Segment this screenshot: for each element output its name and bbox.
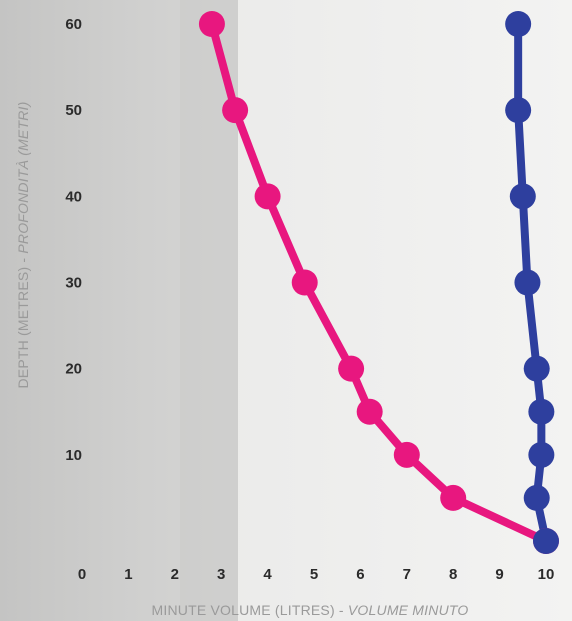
y-tick-label: 10 [65, 447, 82, 464]
x-tick-label: 0 [78, 566, 86, 583]
x-tick-label: 4 [263, 566, 272, 583]
series-2-point [523, 355, 550, 382]
x-tick-label: 1 [124, 566, 132, 583]
y-tick-label: 20 [65, 361, 82, 378]
series-1-point [198, 11, 225, 37]
x-tick-label: 7 [403, 566, 411, 583]
series-1-point [440, 484, 467, 511]
y-axis-title: DEPTH (METRES) - PROFONDITÀ (METRI) [15, 102, 31, 389]
series-2-point [505, 97, 532, 124]
x-tick-label: 2 [171, 566, 179, 583]
series-2-point [528, 441, 555, 468]
y-axis-title-main: DEPTH (METRES) - [15, 254, 31, 389]
series-2-point [528, 398, 555, 425]
series-1-point [338, 355, 365, 382]
series-2-point [505, 11, 532, 37]
series-1-point [222, 97, 249, 124]
series-1-point [254, 183, 281, 210]
series-2-point [533, 528, 559, 554]
y-tick-label: 50 [65, 102, 82, 119]
y-tick-label: 30 [65, 275, 82, 292]
x-tick-label: 6 [356, 566, 364, 583]
x-tick-label: 10 [538, 566, 555, 583]
x-tick-label: 8 [449, 566, 457, 583]
x-tick-label: 3 [217, 566, 225, 583]
series-1-point [291, 269, 318, 296]
x-tick-label: 5 [310, 566, 318, 583]
series-1-point [356, 398, 383, 425]
series-2-point [509, 183, 536, 210]
y-tick-label: 60 [65, 16, 82, 33]
x-axis-title-main: MINUTE VOLUME (LITRES) - [152, 602, 348, 618]
series-2-point [514, 269, 541, 296]
y-axis-title-italic: PROFONDITÀ (METRI) [15, 102, 31, 254]
x-axis-title-italic: VOLUME MINUTO [348, 602, 469, 618]
series-2-point [523, 484, 550, 511]
x-tick-label: 9 [495, 566, 503, 583]
series-1-point [393, 441, 420, 468]
x-axis-title: MINUTE VOLUME (LITRES) - VOLUME MINUTO [152, 602, 469, 618]
y-tick-label: 40 [65, 188, 82, 205]
